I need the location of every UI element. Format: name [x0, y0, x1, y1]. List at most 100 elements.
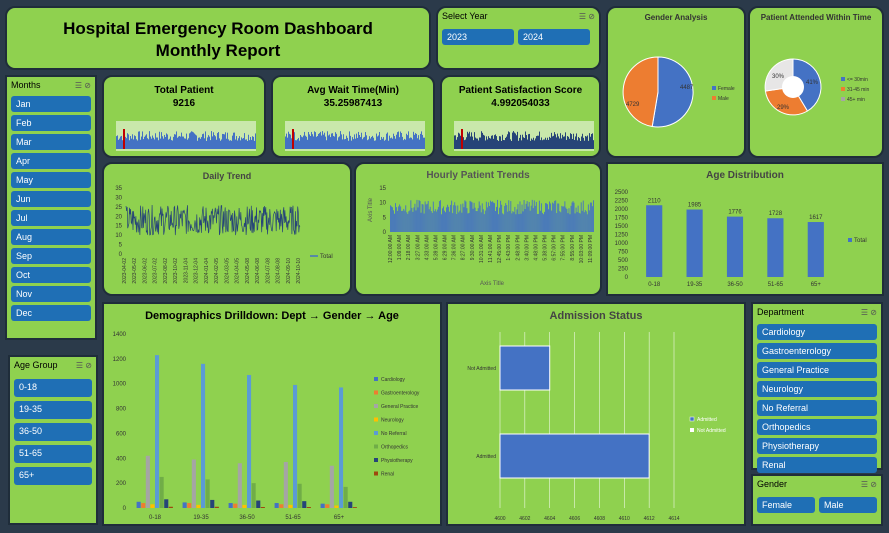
gender-option-male[interactable]: Male: [819, 497, 877, 513]
age-group-51-65[interactable]: 51-65: [14, 445, 92, 463]
hourly-bar: [464, 200, 466, 232]
sparkline-bar: [559, 138, 560, 149]
y-tick-label: 1000: [113, 382, 127, 388]
filter-icon[interactable]: ☰ ⊘: [578, 11, 595, 21]
month-aug[interactable]: Aug: [11, 229, 91, 245]
department-neurology[interactable]: Neurology: [757, 381, 877, 397]
hourly-bar: [472, 208, 474, 232]
month-oct[interactable]: Oct: [11, 267, 91, 283]
demographics-bar: [343, 486, 348, 508]
month-sep[interactable]: Sep: [11, 248, 91, 264]
daily-trend-panel: Daily Trend 0 5 10 15 20 25 30 35 2023-04-02 2023…: [102, 162, 352, 296]
y-tick-label: 750: [618, 250, 629, 256]
sparkline-bar: [552, 136, 553, 149]
gender-option-female[interactable]: Female: [757, 497, 815, 513]
sparkline-bar: [294, 132, 295, 149]
hourly-bar: [520, 213, 522, 232]
x-tick-label: 9:30:00 AM: [470, 235, 476, 260]
sparkline-bar: [173, 136, 174, 149]
filter-icon[interactable]: ☰ ⊘: [860, 479, 877, 489]
month-mar[interactable]: Mar: [11, 134, 91, 150]
hourly-bar: [475, 211, 477, 232]
age-group-65-[interactable]: 65+: [14, 467, 92, 485]
kpi-sparkline: [454, 121, 594, 151]
filter-icon[interactable]: ☰ ⊘: [75, 360, 92, 370]
sparkline-bar: [241, 137, 242, 149]
month-nov[interactable]: Nov: [11, 286, 91, 302]
age-group-36-50[interactable]: 36-50: [14, 423, 92, 441]
hourly-bar: [538, 200, 540, 232]
x-tick-label: 2023-12-04: [194, 258, 200, 284]
department-general-practice[interactable]: General Practice: [757, 362, 877, 378]
sparkline-bar: [390, 138, 391, 149]
x-tick-label: 5:39:00 AM: [433, 235, 439, 260]
age-group-0-18[interactable]: 0-18: [14, 379, 92, 397]
legend-not-admitted: Not Admitted: [697, 428, 726, 434]
month-apr[interactable]: Apr: [11, 153, 91, 169]
hourly-bar: [418, 200, 420, 232]
sparkline-bar: [514, 132, 515, 149]
sparkline-bar: [548, 139, 549, 149]
hourly-bar: [425, 204, 427, 232]
demographics-bar: [334, 505, 339, 508]
sparkline-marker: [292, 129, 294, 149]
sparkline-bar: [572, 138, 573, 149]
data-label: 1776: [728, 210, 742, 216]
kpi-value: 9216: [172, 98, 196, 109]
sparkline-bar: [479, 137, 480, 149]
filter-icon[interactable]: ☰ ⊘: [860, 307, 877, 317]
sparkline-bar: [168, 139, 169, 149]
demographics-bar: [306, 507, 311, 508]
department-orthopedics[interactable]: Orthopedics: [757, 419, 877, 435]
sparkline-bar: [249, 140, 250, 149]
department-cardiology[interactable]: Cardiology: [757, 324, 877, 340]
month-jul[interactable]: Jul: [11, 210, 91, 226]
hourly-bar: [448, 206, 450, 232]
sparkline-bar: [242, 138, 243, 149]
department-renal[interactable]: Renal: [757, 457, 877, 473]
sparkline-bar: [197, 140, 198, 149]
year-slicer-title: Select Year: [442, 11, 488, 21]
filter-icon[interactable]: ☰ ⊘: [74, 80, 91, 90]
demographics-bar: [302, 501, 307, 508]
month-feb[interactable]: Feb: [11, 115, 91, 131]
month-dec[interactable]: Dec: [11, 305, 91, 321]
y-tick-label: 10: [379, 201, 386, 207]
hourly-bar: [481, 203, 483, 232]
month-jan[interactable]: Jan: [11, 96, 91, 112]
hourly-bar: [576, 212, 578, 232]
demographics-bar: [141, 503, 146, 508]
month-may[interactable]: May: [11, 172, 91, 188]
legend-entry: Renal: [381, 472, 394, 478]
legend-total: Total: [854, 238, 867, 244]
sparkline-bar: [208, 135, 209, 149]
age-group-slicer: Age Group ☰ ⊘ 0-18 19-35 36-50 51-65 65+: [8, 355, 98, 525]
x-tick-label: 4602: [519, 516, 530, 522]
hourly-bar: [515, 214, 517, 232]
month-jun[interactable]: Jun: [11, 191, 91, 207]
year-option-2024[interactable]: 2024: [518, 29, 590, 45]
sparkline-bar: [146, 134, 147, 149]
hourly-bar: [533, 200, 535, 232]
sparkline-bar: [128, 134, 129, 149]
demographics-bar: [283, 462, 288, 508]
sparkline-bar: [463, 137, 464, 149]
department-no-referral[interactable]: No Referral: [757, 400, 877, 416]
sparkline-bar: [588, 140, 589, 149]
sparkline-bar: [318, 133, 319, 149]
legend-swatch: [374, 471, 378, 476]
department-physiotherapy[interactable]: Physiotherapy: [757, 438, 877, 454]
demographics-bar: [168, 506, 173, 508]
sparkline-bar: [353, 139, 354, 149]
sparkline-bar: [323, 134, 324, 149]
y-tick-label: 0: [123, 506, 127, 512]
sparkline-bar: [567, 136, 568, 149]
hourly-bar: [582, 200, 584, 232]
sparkline-bar: [303, 135, 304, 149]
sparkline-bar: [388, 140, 389, 149]
age-group-19-35[interactable]: 19-35: [14, 401, 92, 419]
year-option-2023[interactable]: 2023: [442, 29, 514, 45]
x-tick-label: 4606: [569, 516, 580, 522]
department-gastroenterology[interactable]: Gastroenterology: [757, 343, 877, 359]
sparkline-bar: [515, 133, 516, 149]
